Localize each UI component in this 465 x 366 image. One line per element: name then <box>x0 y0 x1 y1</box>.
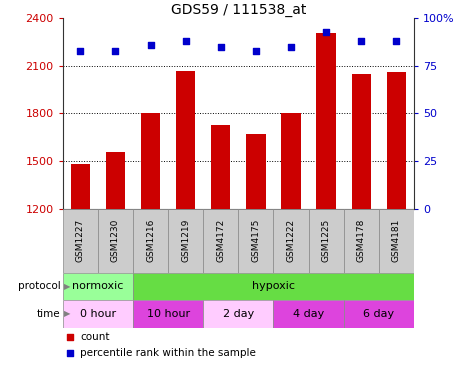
Text: GSM1230: GSM1230 <box>111 219 120 262</box>
Bar <box>133 209 168 273</box>
Text: 2 day: 2 day <box>223 309 254 319</box>
Point <box>66 350 73 356</box>
Text: 6 day: 6 day <box>363 309 394 319</box>
Bar <box>344 300 414 328</box>
Bar <box>309 209 344 273</box>
Bar <box>63 300 133 328</box>
Point <box>287 44 295 50</box>
Text: GSM4175: GSM4175 <box>252 219 260 262</box>
Bar <box>63 273 133 300</box>
Bar <box>246 134 266 209</box>
Text: GSM1222: GSM1222 <box>286 219 295 262</box>
Text: ▶: ▶ <box>64 309 70 318</box>
Bar <box>379 209 414 273</box>
Text: GSM1227: GSM1227 <box>76 219 85 262</box>
Text: 0 hour: 0 hour <box>80 309 116 319</box>
Bar <box>133 273 414 300</box>
Point <box>252 48 259 53</box>
Bar <box>211 124 231 209</box>
Bar <box>239 209 273 273</box>
Text: 4 day: 4 day <box>293 309 324 319</box>
Bar <box>273 300 344 328</box>
Bar <box>141 113 160 209</box>
Text: GSM4178: GSM4178 <box>357 219 365 262</box>
Text: GSM1219: GSM1219 <box>181 219 190 262</box>
Point <box>358 38 365 44</box>
Point <box>112 48 119 53</box>
Point <box>392 38 400 44</box>
Bar <box>133 300 203 328</box>
Bar <box>176 71 195 209</box>
Point <box>322 29 330 34</box>
Point <box>77 48 84 53</box>
Point <box>66 334 73 340</box>
Bar <box>98 209 133 273</box>
Point <box>182 38 189 44</box>
Bar <box>344 209 379 273</box>
Bar <box>281 113 301 209</box>
Title: GDS59 / 111538_at: GDS59 / 111538_at <box>171 3 306 17</box>
Point <box>147 42 154 48</box>
Point <box>217 44 225 50</box>
Text: hypoxic: hypoxic <box>252 281 295 291</box>
Text: percentile rank within the sample: percentile rank within the sample <box>80 348 256 358</box>
Bar <box>352 74 371 209</box>
Text: GSM4172: GSM4172 <box>216 219 225 262</box>
Bar <box>273 209 309 273</box>
Bar <box>386 72 406 209</box>
Text: count: count <box>80 332 110 342</box>
Text: GSM1225: GSM1225 <box>322 219 331 262</box>
Bar <box>203 300 273 328</box>
Text: ▶: ▶ <box>64 282 70 291</box>
Bar <box>203 209 239 273</box>
Bar <box>168 209 203 273</box>
Text: GSM4181: GSM4181 <box>392 219 401 262</box>
Text: 10 hour: 10 hour <box>146 309 190 319</box>
Text: time: time <box>37 309 60 319</box>
Bar <box>71 164 90 209</box>
Bar <box>106 152 125 209</box>
Text: normoxic: normoxic <box>72 281 124 291</box>
Bar <box>316 33 336 209</box>
Text: protocol: protocol <box>18 281 60 291</box>
Bar <box>63 209 98 273</box>
Text: GSM1216: GSM1216 <box>146 219 155 262</box>
